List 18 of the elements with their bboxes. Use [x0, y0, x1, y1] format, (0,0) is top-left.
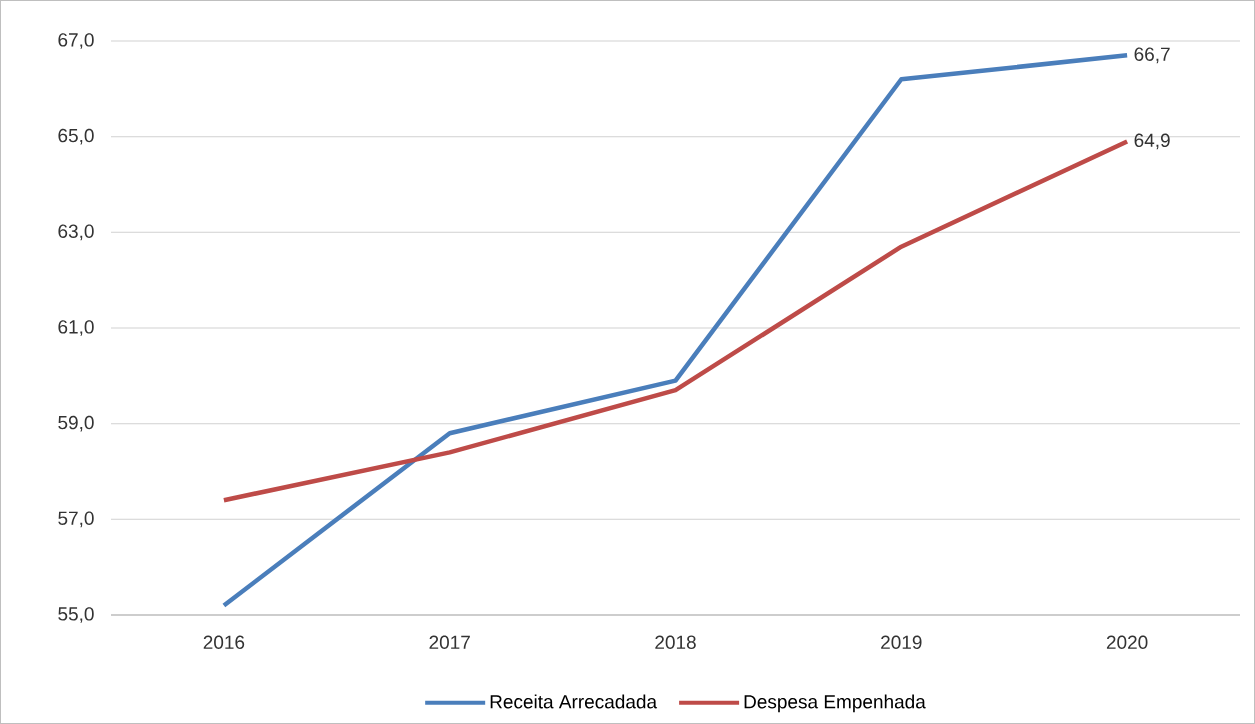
y-tick-label: 61,0	[58, 320, 94, 336]
y-tick-label: 63,0	[58, 224, 94, 241]
legend-label: Receita Arrecadada	[490, 694, 658, 709]
x-tick-label: 2017	[429, 635, 470, 649]
x-tick-label: 2018	[655, 635, 696, 649]
data-label: 64,9	[1134, 133, 1170, 150]
line-series	[221, 53, 1130, 608]
y-tick-label: 55,0	[58, 607, 94, 623]
y-tick-label: 59,0	[58, 415, 94, 432]
line-series	[221, 139, 1130, 503]
x-tick-label: 2019	[881, 635, 922, 649]
y-tick-label: 57,0	[58, 511, 94, 528]
x-tick-label: 2020	[1106, 635, 1148, 649]
y-tick-label: 65,0	[58, 128, 94, 145]
y-tick-label: 67,0	[58, 33, 94, 49]
legend-label: Despesa Empenhada	[744, 694, 926, 713]
data-label: 66,7	[1134, 47, 1170, 64]
x-tick-label: 2016	[203, 635, 245, 649]
